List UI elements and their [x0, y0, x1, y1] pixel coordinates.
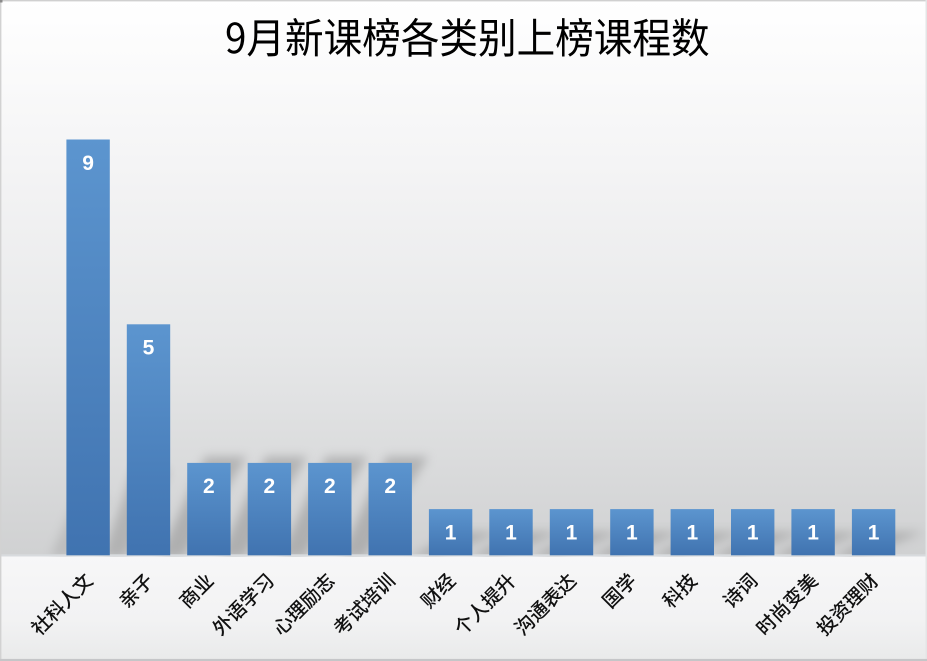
- svg-text:1: 1: [686, 521, 698, 544]
- svg-text:1: 1: [868, 521, 880, 544]
- svg-text:5: 5: [143, 337, 155, 360]
- svg-text:1: 1: [505, 521, 517, 544]
- svg-text:1: 1: [807, 521, 819, 544]
- svg-text:1: 1: [747, 521, 759, 544]
- svg-text:1: 1: [566, 521, 578, 544]
- svg-text:2: 2: [384, 475, 396, 498]
- svg-text:2: 2: [264, 475, 276, 498]
- svg-text:1: 1: [626, 521, 638, 544]
- svg-text:9: 9: [82, 152, 94, 175]
- svg-text:2: 2: [203, 475, 215, 498]
- svg-text:2: 2: [324, 475, 336, 498]
- svg-text:1: 1: [445, 521, 457, 544]
